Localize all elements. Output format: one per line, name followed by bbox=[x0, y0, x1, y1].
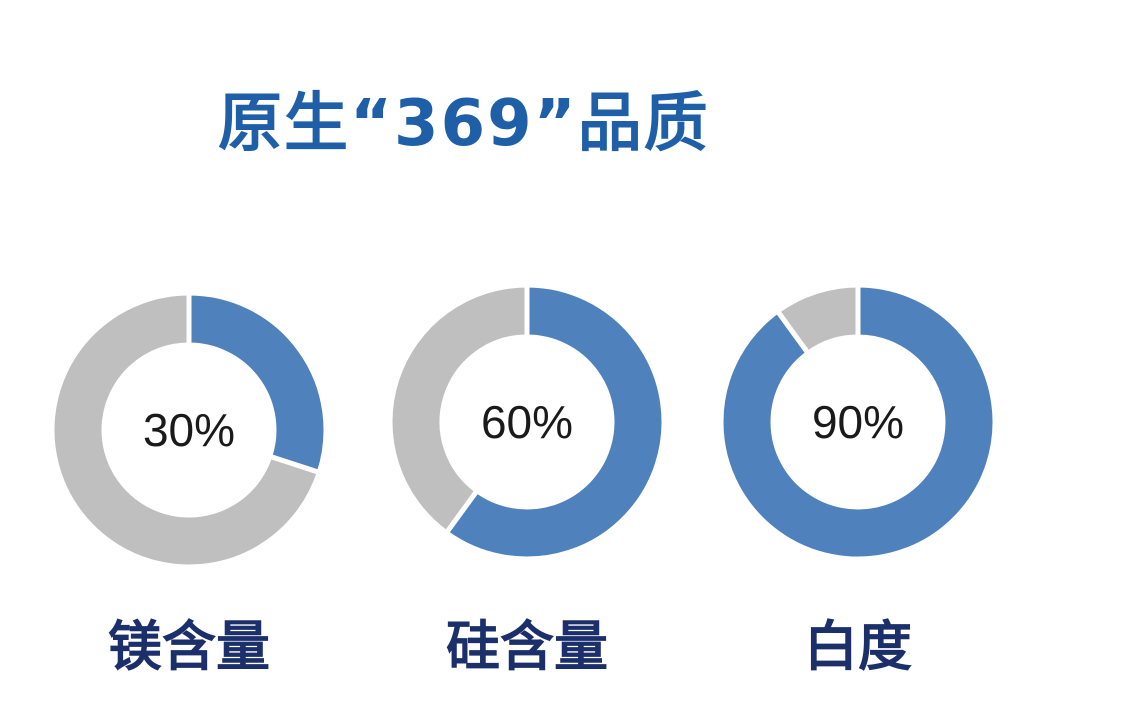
donut-2-category-label: 硅含量 bbox=[446, 615, 608, 678]
donut-2-remainder-slice bbox=[387, 282, 530, 537]
chart-title: 原生“369”品质 bbox=[218, 87, 710, 161]
donut-3-category-label: 白度 bbox=[804, 615, 912, 678]
donut-1-remainder-slice bbox=[49, 290, 323, 570]
donut-2-value-slice bbox=[442, 282, 667, 562]
donut-3: 90% 白度 bbox=[718, 282, 998, 678]
donut-3-percent-label: 90% bbox=[812, 396, 904, 448]
donut-1-percent-label: 30% bbox=[143, 404, 235, 456]
donut-1-value-slice bbox=[186, 290, 329, 476]
donut-2: 60% 硅含量 bbox=[387, 282, 667, 678]
donut-3-value-slice bbox=[718, 282, 998, 562]
donut-1: 30% 镁含量 bbox=[49, 290, 329, 678]
donut-1-category-label: 镁含量 bbox=[108, 615, 270, 678]
donut-2-percent-label: 60% bbox=[481, 396, 573, 448]
